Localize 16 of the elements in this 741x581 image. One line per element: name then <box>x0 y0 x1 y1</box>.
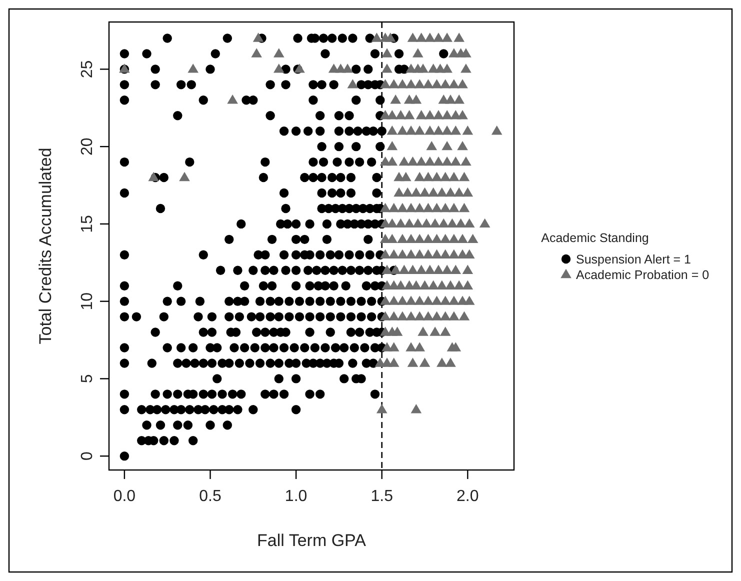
legend-label: Suspension Alert = 1 <box>576 252 692 266</box>
x-tick-label: 0.0 <box>113 488 136 505</box>
y-tick-label: 0 <box>79 452 96 461</box>
x-tick-label: 1.5 <box>370 488 394 505</box>
x-tick-label: 2.0 <box>456 488 479 505</box>
x-tick-label: 1.0 <box>284 488 308 505</box>
y-tick-label: 25 <box>79 60 96 78</box>
x-tick-label: 0.5 <box>199 488 222 505</box>
y-tick-label: 10 <box>79 292 96 310</box>
legend-label: Academic Probation = 0 <box>576 268 710 282</box>
y-axis-title: Total Credits Accumulated <box>36 148 55 344</box>
x-axis-title: Fall Term GPA <box>257 531 367 550</box>
y-tick-label: 5 <box>79 374 96 384</box>
legend-title: Academic Standing <box>541 231 649 245</box>
y-tick-label: 20 <box>79 138 96 156</box>
y-tick-label: 15 <box>79 214 96 233</box>
